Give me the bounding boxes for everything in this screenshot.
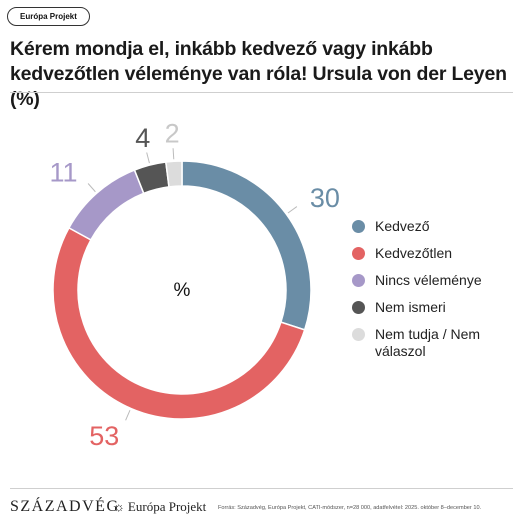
legend-label-kedvezo: Kedvező — [375, 218, 430, 234]
legend-label-kedvezotlen: Kedvezőtlen — [375, 245, 453, 261]
slice-nem-tudja — [164, 160, 183, 188]
value-label-nem-tudja: 2 — [165, 118, 180, 148]
leader-line-kedvezotlen — [125, 410, 131, 421]
legend-item-nem-tudja: Nem tudja / Nem válaszol — [352, 326, 522, 360]
leader-line-nem-tudja — [172, 148, 175, 160]
europa-projekt-logo-text: Európa Projekt — [127, 499, 207, 514]
leader-line-nincs-velemenye — [87, 183, 96, 193]
value-label-kedvezotlen: 53 — [89, 421, 119, 451]
szazadveg-logo: SZÁZADVÉG — [10, 498, 120, 515]
europa-projekt-logo: ☼ Európa Projekt — [113, 499, 206, 515]
legend-swatch-nem-tudja — [352, 328, 365, 341]
legend-item-nincs-velemenye: Nincs véleménye — [352, 272, 522, 289]
leader-line-kedvezo — [287, 206, 298, 214]
legend-label-nem-ismeri: Nem ismeri — [375, 299, 446, 315]
legend-item-kedvezo: Kedvező — [352, 218, 522, 235]
slice-kedvezo — [181, 160, 312, 331]
legend-swatch-nincs-velemenye — [352, 274, 365, 287]
value-label-nem-ismeri: 4 — [135, 123, 150, 153]
legend-item-kedvezotlen: Kedvezőtlen — [352, 245, 522, 262]
value-label-nincs-velemenye: 11 — [49, 157, 77, 187]
legend-swatch-kedvezotlen — [352, 247, 365, 260]
legend-label-nincs-velemenye: Nincs véleménye — [375, 272, 482, 288]
divider-top — [10, 92, 513, 93]
slice-kedvezotlen — [52, 226, 306, 420]
center-label: % — [174, 280, 191, 301]
source-note: Forrás: Századvég, Európa Projekt, CATI-… — [218, 505, 482, 511]
leader-line-nem-ismeri — [146, 152, 150, 164]
legend: Kedvező Kedvezőtlen Nincs véleménye Nem ism… — [352, 218, 522, 370]
chart-title: Kérem mondja el, inkább kedvező vagy ink… — [10, 38, 507, 110]
divider-bottom — [10, 488, 513, 489]
legend-label-nem-tudja: Nem tudja / Nem válaszol — [375, 326, 481, 359]
legend-item-nem-ismeri: Nem ismeri — [352, 299, 522, 316]
legend-swatch-nem-ismeri — [352, 301, 365, 314]
category-tag: Európa Projekt — [7, 7, 90, 26]
slice-nincs-velemenye — [67, 169, 145, 241]
europa-projekt-mark-icon: ☼ — [113, 499, 125, 514]
legend-swatch-kedvezo — [352, 220, 365, 233]
value-label-kedvezo: 30 — [310, 183, 340, 213]
